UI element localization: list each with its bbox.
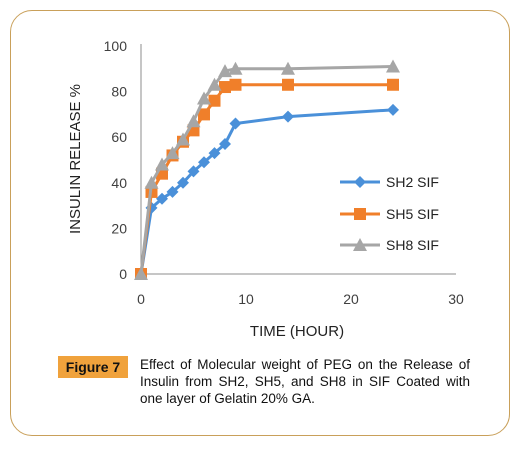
legend-marker [353,238,367,251]
y-tick-label: 60 [111,129,127,145]
y-tick-label: 20 [111,220,127,236]
data-point [281,61,295,75]
data-point [177,176,189,189]
x-tick-label: 30 [448,291,464,307]
data-point [166,185,179,198]
x-axis-title: TIME (HOUR) [250,323,344,340]
data-point [155,157,169,171]
x-tick-labels: 0 10 20 30 [137,291,464,307]
y-tick-label: 0 [119,266,127,282]
chart-series [134,59,400,280]
legend-item: SH5 SIF [340,206,439,222]
chart-axes [140,44,456,275]
legend-label: SH8 SIF [386,237,439,253]
figure-label: Figure 7 [58,356,128,378]
series-sh8-sif [134,59,400,280]
figure-frame [10,10,510,436]
data-point [197,91,211,105]
legend-marker [354,208,366,220]
data-point [387,78,399,91]
legend-item: SH8 SIF [340,237,439,253]
data-point [187,165,200,178]
chart-legend: SH2 SIF SH5 SIF SH8 SIF [340,174,439,253]
data-point [156,192,168,205]
data-point [282,78,294,91]
legend-item: SH2 SIF [340,174,439,190]
data-point [282,110,294,123]
data-point [176,132,190,146]
data-point [144,175,159,189]
data-point [386,59,400,73]
data-point [387,103,399,116]
y-tick-label: 40 [111,175,127,191]
data-point [229,117,242,130]
legend-label: SH2 SIF [386,174,439,190]
data-point [207,77,222,91]
data-point [208,147,221,160]
data-point [229,78,242,91]
data-point [218,64,232,78]
data-point [186,114,201,128]
y-tick-label: 100 [104,38,128,54]
data-point [208,94,221,107]
x-tick-label: 10 [238,291,254,307]
legend-label: SH5 SIF [386,206,439,222]
x-tick-label: 0 [137,291,145,307]
legend-marker [354,176,366,188]
data-point [219,81,231,94]
series-sh2-sif [135,103,399,280]
y-tick-labels: 0 20 40 60 80 100 [104,38,128,282]
y-tick-label: 80 [111,84,127,100]
data-point [198,156,210,169]
data-point [219,138,231,151]
figure-caption-text: Effect of Molecular weight of PEG on the… [140,357,470,406]
series-line [139,65,394,275]
data-point [198,108,210,121]
y-axis-title: INSULIN RELEASE % [67,84,84,234]
data-point [134,267,148,280]
x-tick-label: 20 [343,291,359,307]
data-point [228,61,243,75]
data-point [165,146,180,160]
